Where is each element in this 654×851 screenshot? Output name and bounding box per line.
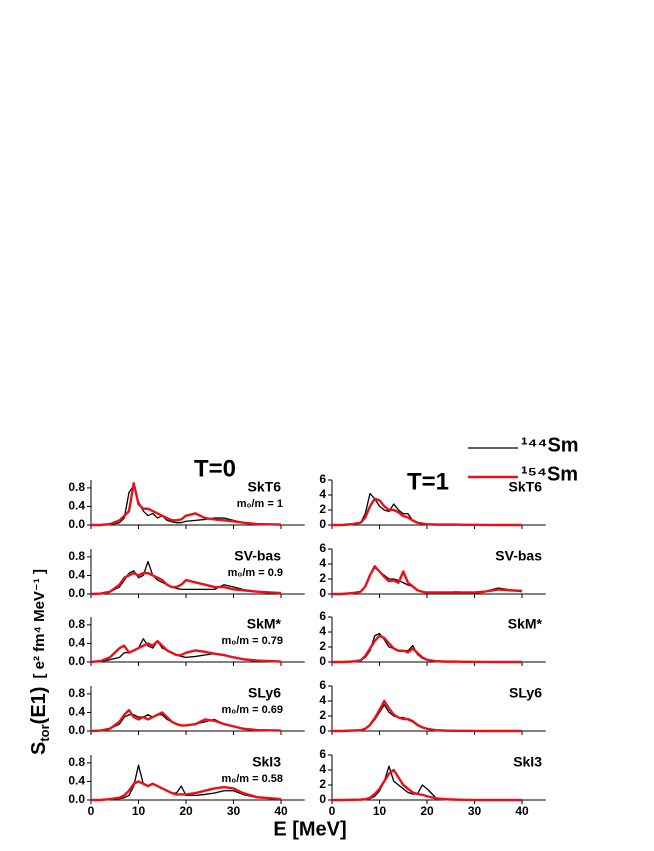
- panel-annotation: m₀/m = 0.69: [221, 704, 283, 716]
- y-tick-label: 0: [319, 586, 326, 600]
- series-line: [332, 497, 522, 527]
- series-line: [90, 708, 282, 733]
- y-tick-label: 0.8: [68, 686, 85, 700]
- series-line: [332, 765, 522, 801]
- legend-label: ¹⁵⁴Sm: [521, 463, 578, 485]
- y-tick-label: 4: [319, 556, 326, 570]
- series-line: [90, 639, 282, 664]
- y-tick-label: 0.0: [68, 723, 85, 737]
- series-line: [91, 482, 282, 527]
- y-tick-label: 6: [319, 609, 326, 623]
- panel-title: SkI3: [252, 754, 281, 770]
- x-tick-label: 0: [88, 804, 95, 818]
- panel-title: SV-bas: [234, 548, 281, 564]
- y-label-subscript: tor: [37, 724, 52, 741]
- panel-title: SV-bas: [495, 548, 542, 564]
- y-tick-label: 0.4: [68, 705, 85, 719]
- panel-title: SLy6: [248, 685, 281, 701]
- panel-title: SkT6: [248, 479, 282, 495]
- y-label-units: [ e² fm⁴ MeV⁻¹ ]: [31, 569, 48, 679]
- panel-annotation: m₀/m = 0.58: [221, 773, 283, 785]
- x-tick-label: 20: [420, 804, 434, 818]
- y-tick-label: 0: [319, 654, 326, 668]
- y-tick-label: 0.0: [68, 654, 85, 668]
- panel-annotation: m₀/m = 0.9: [228, 567, 283, 579]
- y-tick-label: 4: [319, 624, 326, 638]
- y-tick-label: 6: [319, 678, 326, 692]
- y-tick-label: 2: [319, 502, 326, 516]
- x-tick-label: 40: [274, 804, 288, 818]
- x-tick-label: 40: [515, 804, 529, 818]
- y-tick-label: 0: [319, 792, 326, 806]
- series-line: [332, 632, 522, 663]
- y-tick-label: 6: [319, 541, 326, 555]
- x-tick-label: 0: [329, 804, 336, 818]
- panel-title: SkM*: [247, 616, 282, 632]
- y-tick-label: 4: [319, 487, 326, 501]
- series-line: [332, 704, 522, 732]
- series-line: [332, 565, 523, 596]
- y-label-symbol: S: [28, 742, 50, 755]
- y-tick-label: 4: [319, 762, 326, 776]
- x-tick-label: 10: [132, 804, 146, 818]
- y-tick-label: 0: [319, 517, 326, 531]
- y-tick-label: 0.0: [68, 517, 85, 531]
- series-line: [332, 699, 522, 733]
- y-tick-label: 0.4: [68, 568, 85, 582]
- panel-annotation: m₀/m = 0.79: [221, 635, 283, 647]
- x-tick-label: 30: [468, 804, 482, 818]
- y-tick-label: 0.8: [68, 755, 85, 769]
- x-axis-label: E [MeV]: [273, 818, 346, 840]
- y-tick-label: 2: [319, 639, 326, 653]
- y-tick-label: 0: [319, 723, 326, 737]
- y-tick-label: 2: [319, 571, 326, 585]
- column-title: T=1: [407, 468, 449, 495]
- legend-label: ¹⁴⁴Sm: [521, 434, 579, 456]
- y-tick-label: 0.4: [68, 774, 85, 788]
- y-tick-label: 0.0: [68, 792, 85, 806]
- y-label-argument: (E1): [28, 687, 50, 725]
- y-tick-label: 0.8: [68, 549, 85, 563]
- y-tick-label: 6: [319, 747, 326, 761]
- series-line: [332, 768, 522, 802]
- series-line: [90, 571, 282, 596]
- y-tick-label: 4: [319, 693, 326, 707]
- panel-title: SkI3: [513, 754, 542, 770]
- y-tick-label: 0.8: [68, 617, 85, 631]
- x-tick-label: 10: [373, 804, 387, 818]
- panel-title: SkT6: [509, 479, 543, 495]
- y-axis-label: Stor(E1) [ e² fm⁴ MeV⁻¹ ]: [28, 569, 52, 755]
- y-tick-label: 2: [319, 777, 326, 791]
- column-title: T=0: [194, 455, 236, 482]
- y-tick-label: 0.8: [68, 480, 85, 494]
- y-tick-label: 0.4: [68, 499, 85, 513]
- y-tick-label: 6: [319, 472, 326, 486]
- y-tick-label: 0.0: [68, 586, 85, 600]
- series-line: [91, 780, 282, 802]
- panel-title: SkM*: [508, 616, 543, 632]
- series-line: [332, 492, 522, 526]
- y-tick-label: 2: [319, 708, 326, 722]
- series-line: [332, 634, 522, 664]
- x-tick-label: 30: [227, 804, 241, 818]
- y-tick-label: 0.4: [68, 636, 85, 650]
- panel-annotation: m₀/m = 1: [237, 498, 283, 510]
- panel-title: SLy6: [509, 685, 542, 701]
- x-tick-label: 20: [179, 804, 193, 818]
